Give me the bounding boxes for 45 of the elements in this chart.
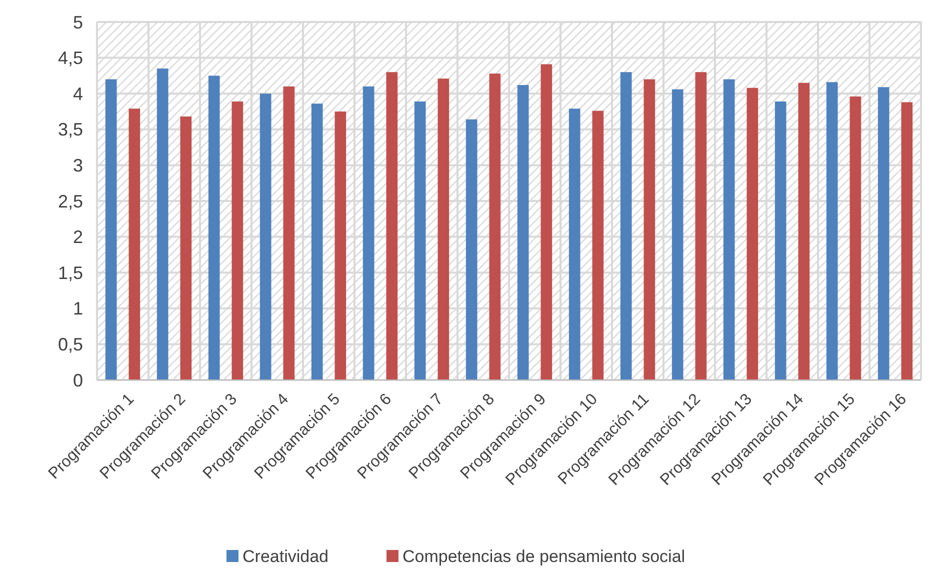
bar xyxy=(695,72,707,380)
bar xyxy=(260,94,272,380)
bar xyxy=(311,104,323,380)
legend-label: Competencias de pensamiento social xyxy=(402,547,686,566)
bar xyxy=(489,74,501,380)
bar xyxy=(334,112,346,380)
y-tick-label: 1,5 xyxy=(58,262,83,283)
y-tick-label: 4 xyxy=(72,84,83,104)
bar xyxy=(540,64,552,380)
bar xyxy=(438,78,450,380)
bar xyxy=(798,82,810,380)
bar xyxy=(878,87,890,380)
y-tick-label: 3 xyxy=(72,156,83,176)
bar xyxy=(283,86,295,380)
bar xyxy=(644,79,656,380)
bar xyxy=(746,88,758,380)
bar xyxy=(156,68,168,380)
bar xyxy=(517,85,529,380)
legend-label: Creatividad xyxy=(242,547,328,566)
bar xyxy=(232,101,244,380)
bar xyxy=(901,102,913,380)
y-tick-label: 3,5 xyxy=(58,120,83,140)
y-tick-label: 4,5 xyxy=(58,48,83,68)
bar xyxy=(723,79,735,380)
bar xyxy=(672,89,684,380)
bar xyxy=(386,72,398,380)
bar xyxy=(774,101,786,380)
bar xyxy=(208,76,220,380)
bar xyxy=(568,108,580,380)
bar xyxy=(362,86,374,380)
bar xyxy=(466,119,478,380)
y-tick-label: 0 xyxy=(72,370,83,390)
bar xyxy=(826,82,838,380)
bar xyxy=(180,116,192,380)
y-tick-label: 2,5 xyxy=(58,191,83,212)
bar xyxy=(105,79,117,380)
y-tick-label: 0,5 xyxy=(58,334,83,354)
bar xyxy=(620,72,632,380)
bar xyxy=(128,108,140,380)
bar xyxy=(414,101,426,380)
y-tick-label: 1 xyxy=(72,298,83,319)
bar xyxy=(592,110,604,380)
bar xyxy=(850,96,862,380)
y-tick-label: 2 xyxy=(72,227,83,248)
y-tick-label: 5 xyxy=(72,12,83,32)
